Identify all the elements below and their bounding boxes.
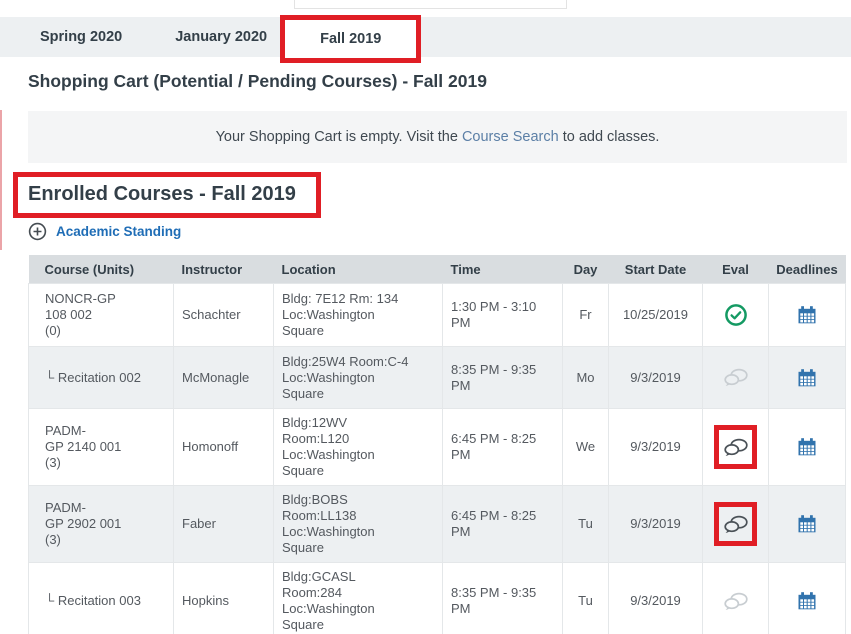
tab-january-2020[interactable]: January 2020 bbox=[175, 29, 268, 45]
chat-bubbles-icon bbox=[723, 592, 748, 611]
column-header-time: Time bbox=[442, 255, 563, 284]
calendar-icon[interactable] bbox=[797, 305, 817, 325]
column-header-instructor: Instructor bbox=[173, 255, 274, 284]
time-cell: 6:45 PM - 8:25 PM bbox=[442, 408, 563, 486]
term-tabs: Spring 2020 January 2020 Fall 2019 bbox=[0, 15, 851, 63]
start-date-cell: 10/25/2019 bbox=[608, 283, 703, 347]
day-cell: We bbox=[562, 408, 609, 486]
deadlines-cell bbox=[768, 562, 846, 634]
day-cell: Mo bbox=[562, 346, 609, 409]
table-row: NONCR-GP 108 002 (0) Schachter Bldg: 7E12 … bbox=[28, 283, 846, 347]
course-search-link[interactable]: Course Search bbox=[461, 129, 559, 145]
column-header-start-date: Start Date bbox=[608, 255, 703, 284]
eval-cell bbox=[702, 408, 769, 486]
deadlines-cell bbox=[768, 485, 846, 563]
tab-spring-2020[interactable]: Spring 2020 bbox=[40, 29, 123, 45]
column-header-eval: Eval bbox=[702, 255, 769, 284]
instructor-cell: Faber bbox=[173, 485, 274, 563]
academic-standing-link[interactable]: Academic Standing bbox=[28, 222, 181, 241]
table-header-row: Course (Units) Instructor Location Time … bbox=[28, 255, 846, 284]
location-cell: Bldg:GCASL Room:284 Loc:Washington Squar… bbox=[273, 562, 443, 634]
column-header-course: Course (Units) bbox=[28, 255, 174, 284]
start-date-cell: 9/3/2019 bbox=[608, 562, 703, 634]
course-cell: └ Recitation 002 bbox=[28, 346, 174, 409]
eval-cell bbox=[702, 346, 769, 409]
eval-cell bbox=[702, 485, 769, 563]
instructor-cell: McMonagle bbox=[173, 346, 274, 409]
deadlines-cell bbox=[768, 346, 846, 409]
day-cell: Tu bbox=[562, 485, 609, 563]
start-date-cell: 9/3/2019 bbox=[608, 408, 703, 486]
column-header-deadlines: Deadlines bbox=[768, 255, 846, 284]
empty-cart-message: Your Shopping Cart is empty. Visit the C… bbox=[28, 111, 847, 163]
location-cell: Bldg:12WV Room:L120 Loc:Washington Squar… bbox=[273, 408, 443, 486]
instructor-cell: Schachter bbox=[173, 283, 274, 347]
eval-cell bbox=[702, 283, 769, 347]
plus-circle-icon[interactable] bbox=[28, 222, 47, 241]
check-circle-icon[interactable] bbox=[724, 303, 748, 327]
table-row: └ Recitation 003 Hopkins Bldg:GCASL Room:2… bbox=[28, 562, 846, 634]
time-cell: 6:45 PM - 8:25 PM bbox=[442, 485, 563, 563]
chat-bubbles-icon[interactable] bbox=[714, 425, 757, 469]
enrolled-courses-title: Enrolled Courses - Fall 2019 bbox=[13, 172, 321, 218]
chat-bubbles-icon bbox=[723, 368, 748, 387]
enrolled-table-body: NONCR-GP 108 002 (0) Schachter Bldg: 7E12 … bbox=[28, 283, 846, 634]
empty-cart-text-suffix: to add classes. bbox=[558, 129, 660, 145]
instructor-cell: Homonoff bbox=[173, 408, 274, 486]
chat-bubbles-icon[interactable] bbox=[714, 502, 757, 546]
course-cell: PADM- GP 2902 001 (3) bbox=[28, 485, 174, 563]
start-date-cell: 9/3/2019 bbox=[608, 346, 703, 409]
instructor-cell: Hopkins bbox=[173, 562, 274, 634]
calendar-icon[interactable] bbox=[797, 437, 817, 457]
course-cell: NONCR-GP 108 002 (0) bbox=[28, 283, 174, 347]
location-cell: Bldg: 7E12 Rm: 134 Loc:Washington Square bbox=[273, 283, 443, 347]
course-cell: └ Recitation 003 bbox=[28, 562, 174, 634]
location-cell: Bldg:25W4 Room:C-4 Loc:Washington Square bbox=[273, 346, 443, 409]
column-header-location: Location bbox=[273, 255, 443, 284]
left-edge-artifact bbox=[0, 110, 2, 250]
course-cell: PADM- GP 2140 001 (3) bbox=[28, 408, 174, 486]
calendar-icon[interactable] bbox=[797, 368, 817, 388]
table-row: PADM- GP 2902 001 (3) Faber Bldg:BOBS Room… bbox=[28, 485, 846, 563]
table-row: PADM- GP 2140 001 (3) Homonoff Bldg:12WV R… bbox=[28, 408, 846, 486]
enrolled-courses-table: Course (Units) Instructor Location Time … bbox=[28, 255, 846, 634]
time-cell: 8:35 PM - 9:35 PM bbox=[442, 562, 563, 634]
cutoff-element-above bbox=[294, 0, 567, 9]
location-cell: Bldg:BOBS Room:LL138 Loc:Washington Squa… bbox=[273, 485, 443, 563]
start-date-cell: 9/3/2019 bbox=[608, 485, 703, 563]
tab-fall-2019[interactable]: Fall 2019 bbox=[280, 15, 422, 63]
table-row: └ Recitation 002 McMonagle Bldg:25W4 Room:… bbox=[28, 346, 846, 409]
time-cell: 1:30 PM - 3:10 PM bbox=[442, 283, 563, 347]
calendar-icon[interactable] bbox=[797, 591, 817, 611]
column-header-day: Day bbox=[562, 255, 609, 284]
day-cell: Tu bbox=[562, 562, 609, 634]
shopping-cart-title: Shopping Cart (Potential / Pending Cours… bbox=[28, 71, 487, 91]
time-cell: 8:35 PM - 9:35 PM bbox=[442, 346, 563, 409]
deadlines-cell bbox=[768, 408, 846, 486]
calendar-icon[interactable] bbox=[797, 514, 817, 534]
empty-cart-text-prefix: Your Shopping Cart is empty. Visit the bbox=[215, 129, 462, 145]
deadlines-cell bbox=[768, 283, 846, 347]
eval-cell bbox=[702, 562, 769, 634]
academic-standing-label: Academic Standing bbox=[56, 224, 182, 239]
day-cell: Fr bbox=[562, 283, 609, 347]
